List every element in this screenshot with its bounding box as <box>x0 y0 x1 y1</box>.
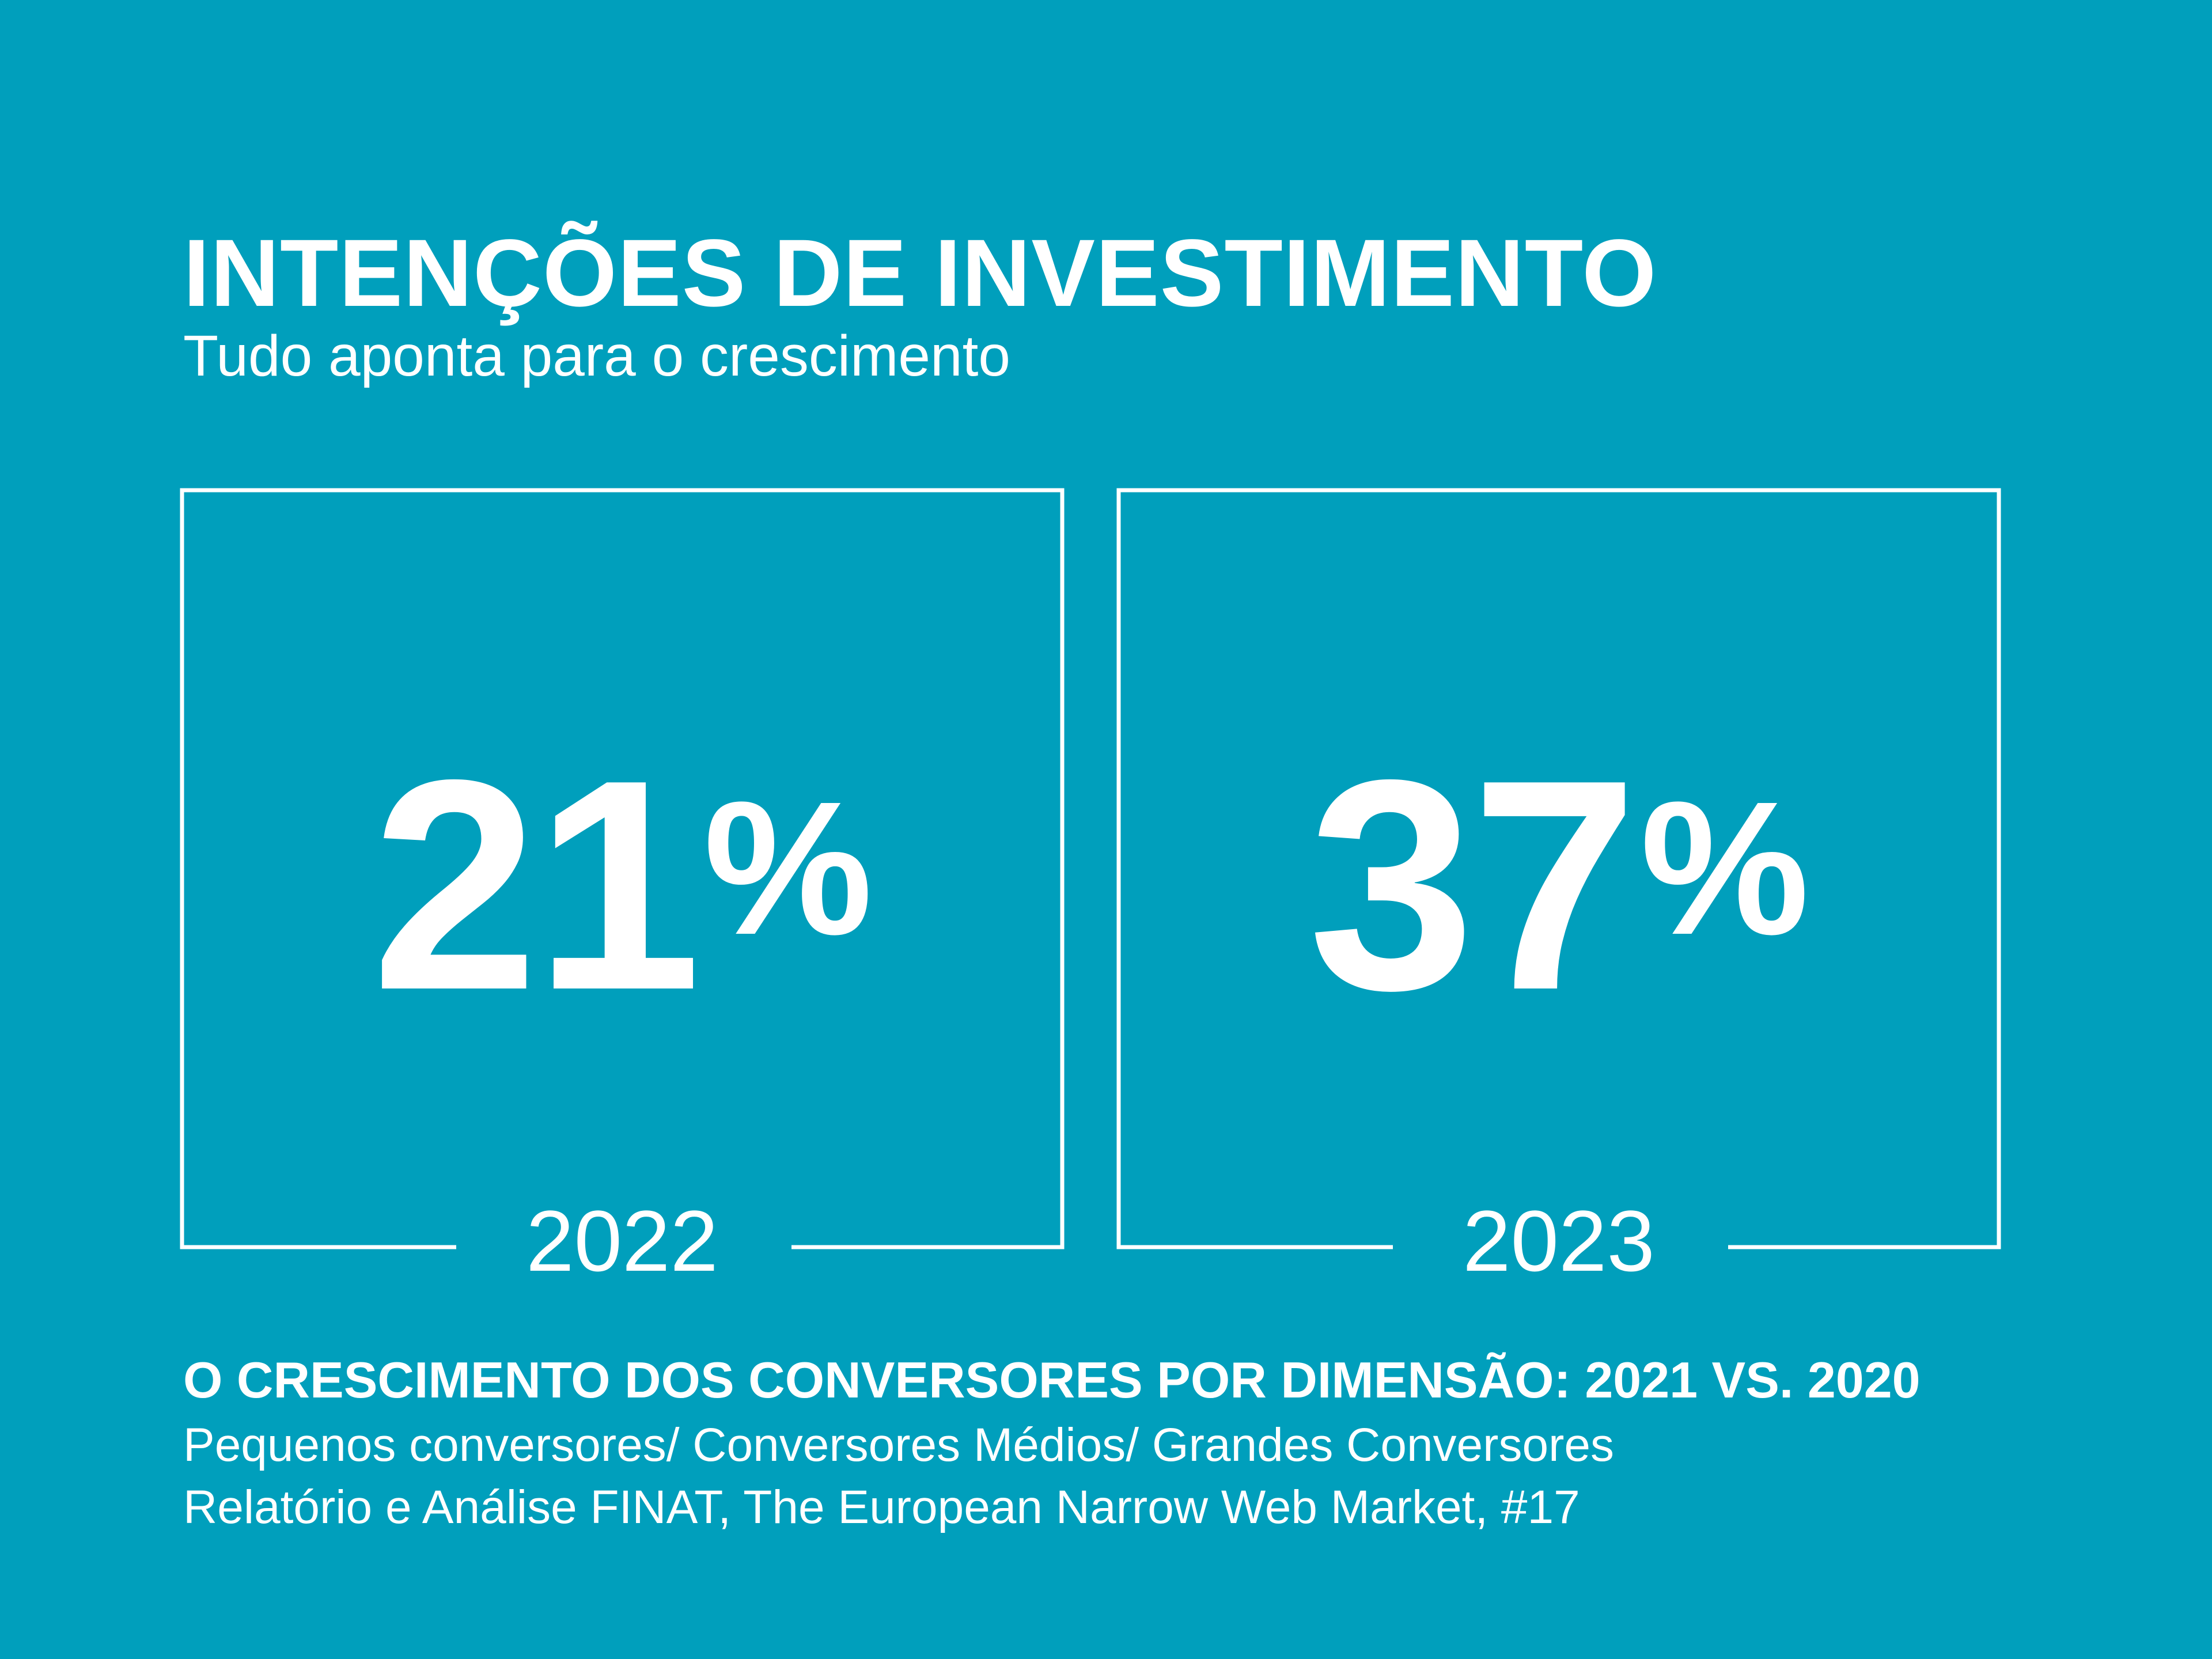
stat-unit: % <box>1640 762 1809 974</box>
stat-year: 2023 <box>1463 1192 1655 1289</box>
stat-number: 21 <box>372 718 701 1052</box>
stat-year: 2022 <box>526 1192 718 1289</box>
footer-source: Relatório e Análise FINAT, The European … <box>183 1481 1580 1533</box>
stat-number: 37 <box>1308 718 1638 1052</box>
stat-card-2023: 37% 2023 <box>1116 488 2001 1284</box>
page-title: INTENÇÕES DE INVESTIMENTO <box>183 220 1657 327</box>
stat-card-frame <box>1116 488 2001 1249</box>
stat-card-2022: 21% 2022 <box>180 488 1065 1284</box>
stat-card-frame <box>180 488 1065 1249</box>
page-subtitle: Tudo aponta para o crescimento <box>183 324 1011 388</box>
footer-heading: O CRESCIMENTO DOS CONVERSORES POR DIMENS… <box>183 1351 1921 1408</box>
stat-value: 21% <box>180 736 1065 1035</box>
stat-unit: % <box>703 762 873 974</box>
footer-description: Pequenos conversores/ Conversores Médios… <box>183 1419 1614 1471</box>
stat-value: 37% <box>1116 736 2001 1035</box>
